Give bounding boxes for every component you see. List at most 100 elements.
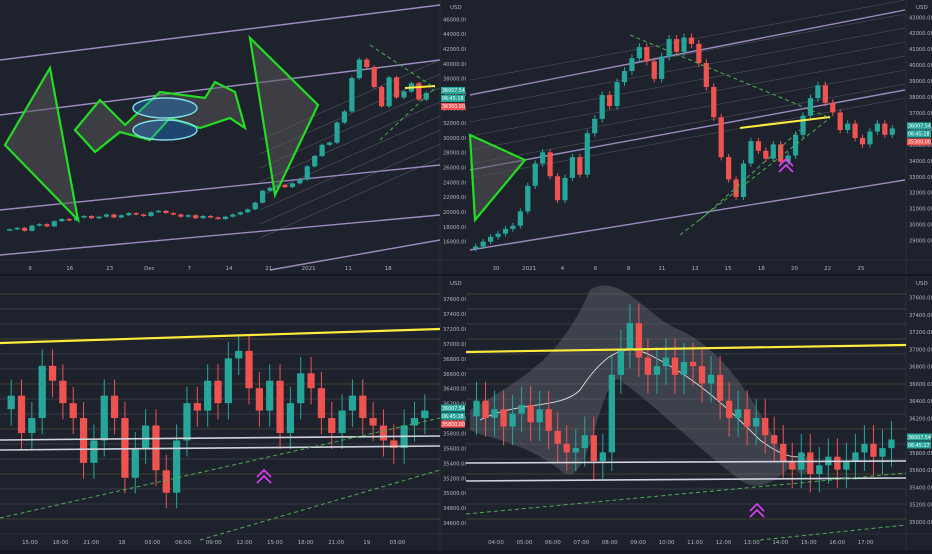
candle-body [532,163,538,186]
candle-body [681,37,687,52]
candle-body [882,123,888,135]
candle-body [110,395,119,419]
candle-body [36,224,43,226]
candle-body [867,131,873,145]
candle-body [379,87,385,107]
price-tag [441,404,465,412]
x-tick-label: 21:00 [328,540,344,546]
white-support-line [0,445,441,451]
candle-body [7,395,15,410]
x-tick-label: 14 [226,266,233,272]
candle-body [207,215,214,218]
green-dashed-trendline [679,117,831,236]
candle-body [267,187,273,191]
x-tick-label: 17:00 [858,540,874,546]
yellow-resistance-line [0,327,441,345]
candle-body [312,155,318,167]
y-tick-label: 37200.00 [909,330,932,336]
panel-background [466,276,932,550]
candle-body [540,152,546,164]
candle-body [636,47,642,59]
candle-body [572,448,579,453]
candle-body [121,418,129,478]
candle-body [495,233,501,237]
moving-average-line [479,349,806,458]
candle-body [780,443,787,462]
white-support-line [465,460,907,464]
candle-body [307,373,315,389]
candle-body [536,409,543,423]
candle-body [304,166,310,180]
candle-body [830,102,836,113]
channel-line [0,4,441,61]
y-tick-label: 30000.00 [443,136,468,142]
candle-body [200,215,206,219]
y-tick-label: 34600.00 [443,521,468,527]
x-tick-label: 22 [824,266,831,272]
candle-body [173,440,181,493]
green-dashed-trendline [0,417,441,519]
channel-line [469,179,906,251]
y-tick-label: 36000.00 [909,127,932,133]
candle-body [659,56,665,79]
candle-body [29,225,35,231]
price-tag-label: 36007.54 [442,406,465,412]
x-tick-label: 18 [758,266,765,272]
y-tick-label: 37000.00 [443,342,468,348]
y-tick-label: 37400.00 [909,313,932,319]
candle-body [696,43,702,64]
chevron-stroke [256,474,272,484]
y-tick-label: 41000.00 [909,47,932,53]
y-tick-label: 36400.00 [909,399,932,405]
double-chevron-up-icon [749,502,765,518]
yellow-resistance-line [739,116,831,129]
green-dashed-trendline [629,34,831,119]
candle-body [103,214,110,217]
pattern-zigzag [73,80,247,154]
currency-label: USD [916,281,928,287]
candle-body [390,440,398,448]
price-tag [907,433,931,441]
candle-body [771,435,778,444]
price-tag [441,102,465,110]
candle-body [770,144,776,159]
green-dashed-trendline [699,129,801,221]
candle-body [185,215,191,217]
candle-body [204,380,212,411]
y-tick-label: 35600.00 [909,468,932,474]
y-tick-label: 37400.00 [443,312,468,318]
candle-body [141,214,147,216]
y-tick-label: 35800.00 [909,451,932,457]
y-tick-label: 29000.00 [909,239,932,245]
candle-body [673,39,680,52]
candle-body [230,214,236,217]
chevron-stroke [749,508,765,518]
fib-line [469,41,906,123]
annotations [0,34,907,541]
candle-body [88,215,95,219]
candle-body [852,452,859,462]
fib-line [469,69,906,151]
fib-line [259,143,441,225]
candle-body [666,39,672,57]
candle-body [792,134,799,156]
candle-body [500,409,507,427]
currency-label: USD [450,281,462,287]
candle-body [807,452,814,474]
candle-body [369,418,377,426]
y-tick-label: 44000.00 [443,32,468,38]
fib-line [259,157,441,239]
y-tick-label: 28000.00 [443,151,468,157]
y-tick-label: 34800.00 [443,506,468,512]
candle-body [725,400,733,418]
y-tick-label: 18000.00 [443,225,468,231]
candle-body [653,366,661,375]
chart-panel-top-left: 46000.00 44000.00 42000.00 40000.00 38000.00… [0,0,468,274]
y-tick-label: 22000.00 [443,195,468,201]
candle-body [317,388,326,419]
candle-body [554,176,561,201]
candle-body [763,150,769,159]
candle-body [48,365,57,381]
